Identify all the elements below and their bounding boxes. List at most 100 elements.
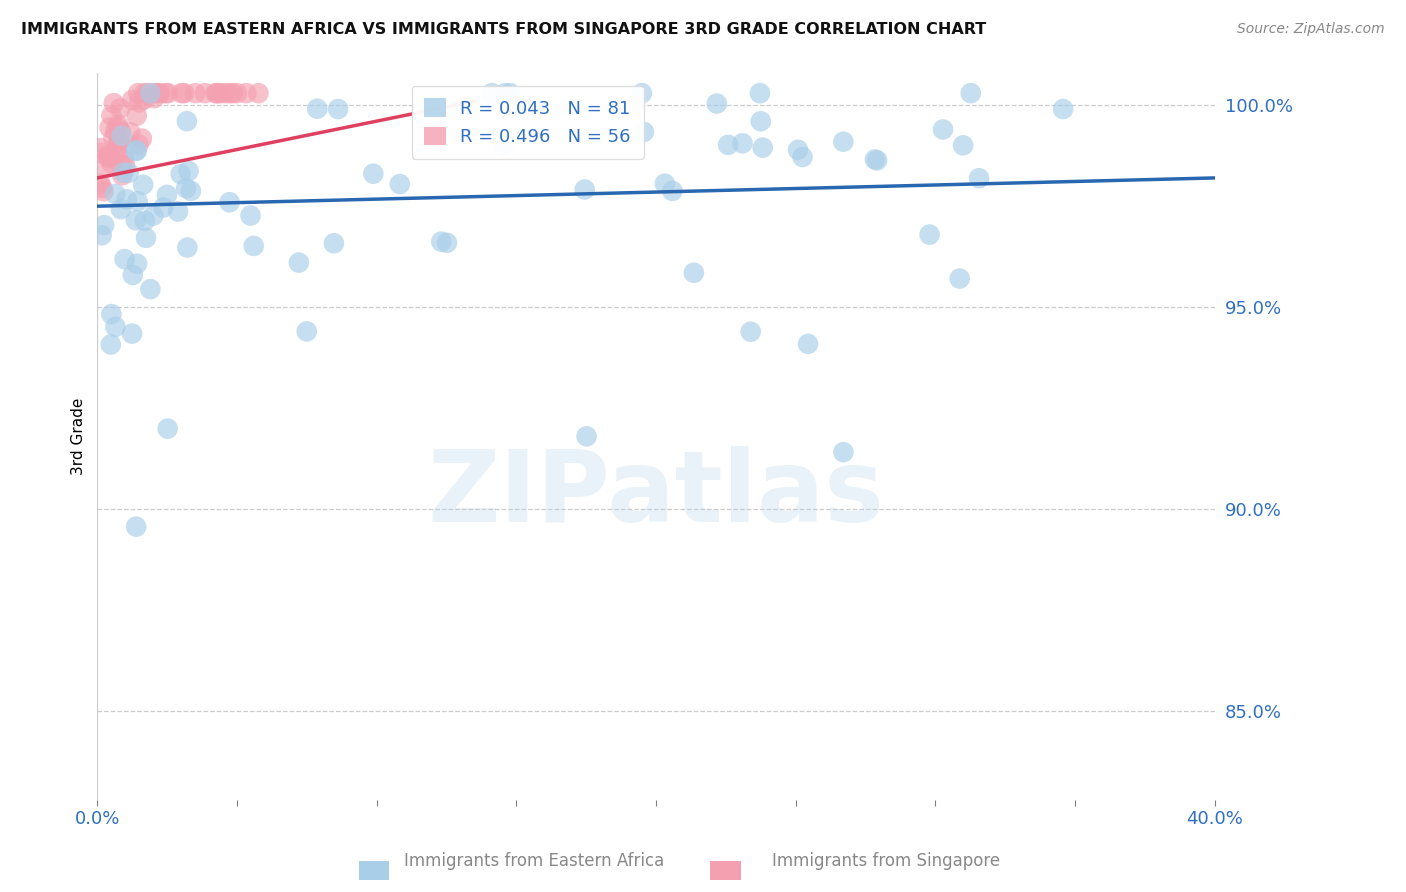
Point xyxy=(132,178,155,192)
Point xyxy=(127,194,149,209)
Point xyxy=(752,141,775,155)
Point xyxy=(184,86,207,100)
Point xyxy=(218,195,240,210)
Point xyxy=(143,86,166,100)
Point xyxy=(110,157,132,171)
Point xyxy=(108,134,131,148)
Point xyxy=(152,201,174,215)
Point xyxy=(120,125,142,139)
Point xyxy=(323,236,346,251)
Point xyxy=(107,120,129,135)
Point xyxy=(155,86,177,100)
Point xyxy=(363,167,385,181)
Point xyxy=(114,252,136,266)
Point xyxy=(125,213,148,227)
Point xyxy=(436,235,458,250)
Point xyxy=(242,239,264,253)
Point xyxy=(430,235,453,249)
Point xyxy=(208,86,231,100)
Point xyxy=(207,86,229,100)
Point xyxy=(112,166,135,180)
Point xyxy=(204,86,226,100)
Point xyxy=(218,86,240,100)
Point xyxy=(654,177,676,191)
Point xyxy=(107,146,129,161)
Point xyxy=(388,177,411,191)
Y-axis label: 3rd Grade: 3rd Grade xyxy=(72,398,86,475)
Point xyxy=(121,268,143,282)
Point xyxy=(90,228,112,243)
Point xyxy=(247,86,270,100)
Point xyxy=(108,134,131,148)
Point xyxy=(575,429,598,443)
Point xyxy=(731,136,754,151)
Point xyxy=(157,86,180,100)
Point xyxy=(139,282,162,296)
Point xyxy=(214,86,236,100)
Point xyxy=(143,91,166,105)
Point xyxy=(128,137,150,152)
Point xyxy=(93,184,115,198)
Text: Immigrants from Eastern Africa: Immigrants from Eastern Africa xyxy=(404,852,665,870)
Point xyxy=(156,187,179,202)
Point xyxy=(749,114,772,128)
Point xyxy=(103,96,125,111)
Point xyxy=(949,271,972,285)
Legend: R = 0.043   N = 81, R = 0.496   N = 56: R = 0.043 N = 81, R = 0.496 N = 56 xyxy=(412,86,644,159)
Point xyxy=(100,156,122,170)
Point xyxy=(167,204,190,219)
Point xyxy=(125,144,148,158)
Point xyxy=(127,86,149,100)
Point xyxy=(832,445,855,459)
Point xyxy=(222,86,245,100)
Point xyxy=(169,167,191,181)
Point xyxy=(118,166,141,180)
Point xyxy=(93,218,115,232)
Point xyxy=(918,227,941,242)
Point xyxy=(176,240,198,254)
Point xyxy=(170,86,193,100)
Point xyxy=(194,86,217,100)
Point xyxy=(787,143,810,157)
Point xyxy=(177,164,200,178)
Point xyxy=(492,138,515,153)
Point xyxy=(307,102,329,116)
Point xyxy=(683,266,706,280)
Point xyxy=(107,118,129,132)
Point xyxy=(633,125,655,139)
Point xyxy=(235,86,257,100)
Point xyxy=(97,149,120,163)
Point xyxy=(295,324,318,338)
Point xyxy=(288,255,311,269)
Point xyxy=(792,150,814,164)
Point xyxy=(952,138,974,153)
Point xyxy=(494,86,516,100)
Point xyxy=(114,158,136,172)
Point xyxy=(156,422,179,436)
Point xyxy=(91,181,114,195)
Point xyxy=(100,109,122,123)
Point xyxy=(104,186,127,201)
Point xyxy=(111,168,134,182)
Point xyxy=(125,257,148,271)
Point xyxy=(481,86,503,100)
Text: Immigrants from Singapore: Immigrants from Singapore xyxy=(772,852,1000,870)
Point xyxy=(121,93,143,107)
Point xyxy=(863,153,886,167)
Point xyxy=(717,137,740,152)
Point xyxy=(173,86,195,100)
Point xyxy=(105,139,128,153)
Point xyxy=(661,184,683,198)
Point xyxy=(104,124,127,138)
Point xyxy=(866,153,889,168)
Point xyxy=(98,120,121,135)
Point xyxy=(148,86,170,100)
Point xyxy=(100,307,122,321)
Point xyxy=(749,86,772,100)
Point xyxy=(108,102,131,116)
Point xyxy=(146,86,169,100)
Point xyxy=(111,128,134,143)
Point xyxy=(89,177,111,191)
Point xyxy=(134,214,156,228)
Point xyxy=(89,145,111,160)
